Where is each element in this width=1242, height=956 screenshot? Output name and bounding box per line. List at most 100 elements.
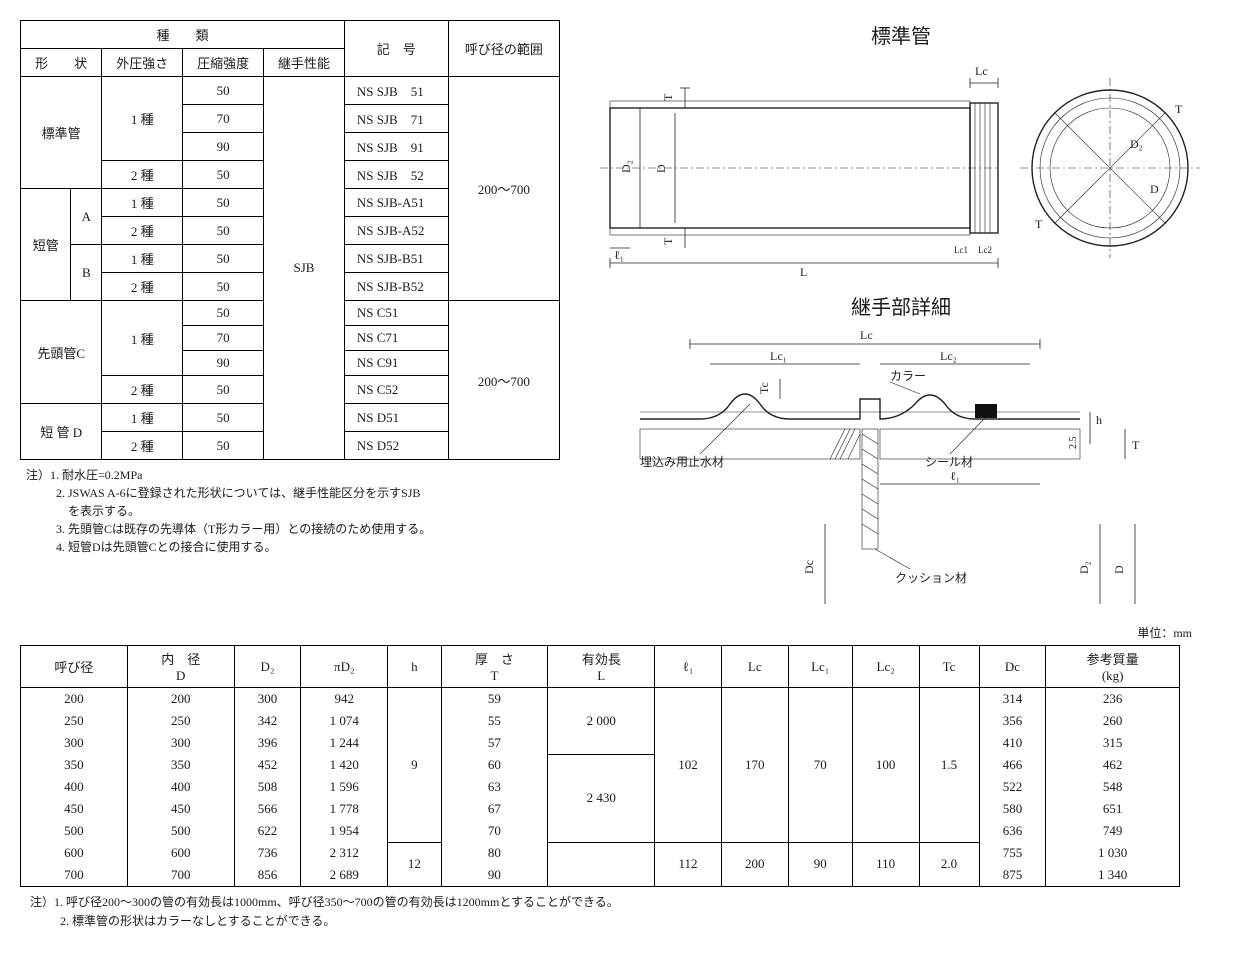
cell bbox=[548, 842, 655, 887]
th: Dc bbox=[979, 646, 1046, 688]
cell: 50 bbox=[183, 189, 264, 217]
cell: 59 bbox=[441, 688, 548, 711]
cell: 67 bbox=[441, 798, 548, 820]
cell: 50 bbox=[183, 432, 264, 460]
cell: 2.0 bbox=[919, 842, 979, 887]
cell: 63 bbox=[441, 776, 548, 798]
cell: 2 種 bbox=[102, 376, 183, 404]
cell: 622 bbox=[234, 820, 301, 842]
cell: 350 bbox=[127, 754, 234, 776]
cell: 2 689 bbox=[301, 864, 388, 887]
label: シール材 bbox=[925, 455, 973, 469]
note: を表示する。 bbox=[26, 502, 570, 520]
th: 厚 さT bbox=[441, 646, 548, 688]
th: Lc₁ bbox=[788, 646, 852, 688]
label: T bbox=[661, 93, 675, 101]
unit-label: 単位：mm bbox=[20, 624, 1192, 641]
label: D₂ bbox=[1130, 137, 1143, 151]
label: ℓ₁ bbox=[950, 469, 960, 483]
label: D bbox=[654, 164, 668, 173]
cell: 700 bbox=[21, 864, 128, 887]
cell: 749 bbox=[1046, 820, 1180, 842]
cell: 942 bbox=[301, 688, 388, 711]
cell: 300 bbox=[127, 732, 234, 754]
cell: 1 種 bbox=[102, 301, 183, 376]
label: Lc₁ bbox=[770, 349, 787, 363]
cell: 50 bbox=[183, 245, 264, 273]
note: 4. 短管Dは先頭管Cとの接合に使用する。 bbox=[26, 538, 570, 556]
label: 埋込み用止水材 bbox=[640, 455, 724, 469]
note: 2. JSWAS A-6に登録された形状については、継手性能区分を示すSJB bbox=[26, 484, 570, 502]
th: Tc bbox=[919, 646, 979, 688]
cell: 2 種 bbox=[102, 273, 183, 301]
cell: NS D52 bbox=[344, 432, 448, 460]
cell: 70 bbox=[441, 820, 548, 842]
cell: 508 bbox=[234, 776, 301, 798]
cell: 875 bbox=[979, 864, 1046, 887]
cell: 500 bbox=[127, 820, 234, 842]
cell: 736 bbox=[234, 842, 301, 864]
th-joint: 継手性能 bbox=[264, 49, 345, 77]
cell: 548 bbox=[1046, 776, 1180, 798]
cell: 315 bbox=[1046, 732, 1180, 754]
cell: 1 種 bbox=[102, 189, 183, 217]
label: T bbox=[1175, 102, 1183, 116]
th: 内 径D bbox=[127, 646, 234, 688]
cell: 856 bbox=[234, 864, 301, 887]
cell: 55 bbox=[441, 710, 548, 732]
th: Lc bbox=[721, 646, 788, 688]
header-row: 呼び径 内 径D D₂ πD₂ h 厚 さT 有効長L ℓ₁ Lc Lc₁ Lc… bbox=[21, 646, 1180, 688]
cell: NS SJB 91 bbox=[344, 133, 448, 161]
notes-2: 注）1. 呼び径200～300の管の有効長は1000mm、呼び径350～700の… bbox=[20, 893, 1222, 931]
cell: NS C51 bbox=[344, 301, 448, 326]
note: 1. 耐水圧=0.2MPa bbox=[50, 468, 142, 482]
cell: 356 bbox=[979, 710, 1046, 732]
cell: 70 bbox=[183, 326, 264, 351]
th: 参考質量(kg) bbox=[1046, 646, 1180, 688]
diagram-title-top: 標準管 bbox=[580, 20, 1222, 49]
cell: 200 bbox=[721, 842, 788, 887]
cell: 50 bbox=[183, 217, 264, 245]
cell: NS SJB-A52 bbox=[344, 217, 448, 245]
table-row: 200 200 300 942 9 59 2 000 102 170 70 10… bbox=[21, 688, 1180, 711]
cell: 110 bbox=[852, 842, 919, 887]
cell: 755 bbox=[979, 842, 1046, 864]
cell: 1 種 bbox=[102, 77, 183, 161]
joint-detail-diagram: Lc Lc₁ Lc₂ Tc bbox=[580, 324, 1200, 614]
cell: 50 bbox=[183, 161, 264, 189]
cell: 600 bbox=[21, 842, 128, 864]
notes-1: 注）1. 耐水圧=0.2MPa 2. JSWAS A-6に登録された形状について… bbox=[20, 466, 570, 556]
cell: 70 bbox=[183, 105, 264, 133]
label: D bbox=[1112, 565, 1126, 574]
cell: 500 bbox=[21, 820, 128, 842]
label: Lc bbox=[860, 328, 873, 342]
cell: 1 074 bbox=[301, 710, 388, 732]
th: 有効長L bbox=[548, 646, 655, 688]
label: Lc2 bbox=[978, 245, 992, 255]
dimension-table: 呼び径 内 径D D₂ πD₂ h 厚 さT 有効長L ℓ₁ Lc Lc₁ Lc… bbox=[20, 645, 1180, 887]
cell: 1 954 bbox=[301, 820, 388, 842]
label: h bbox=[1096, 413, 1102, 427]
cell: 236 bbox=[1046, 688, 1180, 711]
th: πD₂ bbox=[301, 646, 388, 688]
label: クッション材 bbox=[895, 571, 967, 585]
cell: 250 bbox=[21, 710, 128, 732]
th: h bbox=[388, 646, 441, 688]
cell: 452 bbox=[234, 754, 301, 776]
th-comp: 圧縮強度 bbox=[183, 49, 264, 77]
cell: 466 bbox=[979, 754, 1046, 776]
th: 呼び径 bbox=[21, 646, 128, 688]
cell: 1 030 bbox=[1046, 842, 1180, 864]
cell: 2 種 bbox=[102, 432, 183, 460]
left-column: 種 類 記 号 呼び径の範囲 形 状 外圧強さ 圧縮強度 継手性能 標準管 1 … bbox=[20, 20, 570, 556]
cell: 1 244 bbox=[301, 732, 388, 754]
cell-range2: 200～700 bbox=[448, 301, 559, 460]
label: D₂ bbox=[1077, 561, 1091, 574]
cell: 50 bbox=[183, 301, 264, 326]
label: D₂ bbox=[619, 160, 633, 173]
label: Lc1 bbox=[954, 245, 968, 255]
cell: B bbox=[71, 245, 102, 301]
cell-joint: SJB bbox=[264, 77, 345, 460]
cell: 9 bbox=[388, 688, 441, 843]
label: Lc₂ bbox=[940, 349, 957, 363]
